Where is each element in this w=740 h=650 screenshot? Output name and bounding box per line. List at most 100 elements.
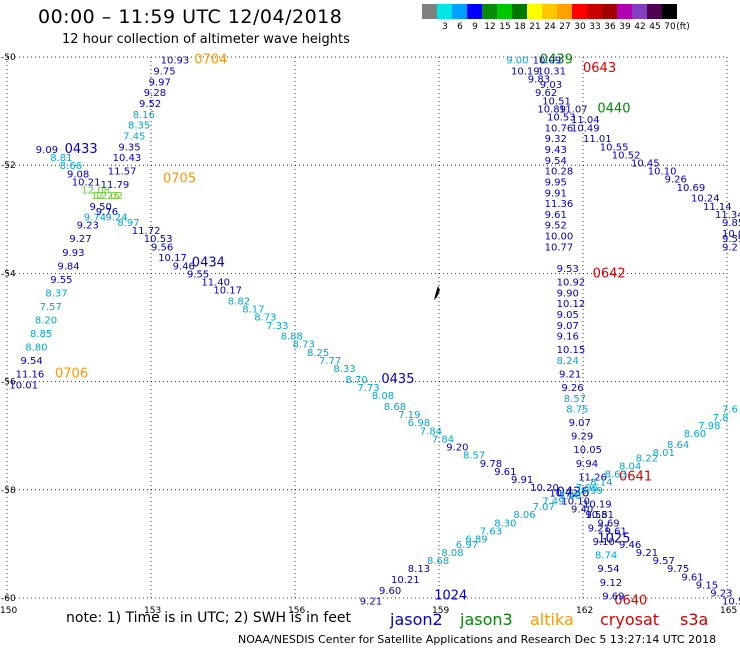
wave-height-value: 8.68 [427, 556, 449, 567]
wave-height-value: 10.10 [561, 497, 590, 508]
y-tick-label: -52 [1, 161, 16, 171]
wave-height-value: 6.97 [456, 540, 478, 551]
wave-height-value: 10.93 [161, 56, 190, 67]
map-subtitle: 12 hour collection of altimeter wave hei… [62, 32, 350, 47]
wave-height-value: 10.19 [583, 499, 612, 510]
wave-height-value: 9.74 [84, 213, 106, 224]
track-pass-label: 0433 [65, 142, 98, 157]
wave-height-value: 8.17 [242, 305, 264, 316]
wave-height-value: 9.55 [187, 269, 209, 280]
wave-height-value: 9.23 [77, 221, 99, 232]
wave-height-value: 9.62 [535, 88, 557, 99]
wave-height-value: 10.51 [542, 96, 571, 107]
wave-height-value: 8.99 [581, 486, 603, 497]
wave-height-value: 11.16 [16, 369, 45, 380]
track-pass-label: 0435 [381, 372, 414, 387]
wave-height-value: 9.95 [545, 177, 567, 188]
wave-height-value: 9.08 [67, 169, 89, 180]
wave-height-value: 9.54 [20, 356, 42, 367]
track-pass-label: 0704 [194, 53, 227, 68]
track-pass-label: 1024 [434, 588, 467, 603]
wave-height-value: 10.00 [545, 232, 574, 243]
colorbar-label: 18 [514, 22, 526, 32]
wave-height-value: 8.68 [384, 402, 406, 413]
colorbar-swatch [512, 4, 527, 19]
wave-height-value: 11.72 [132, 226, 161, 237]
wave-height-value: 10.5 [722, 597, 740, 608]
legend-altika: altika [530, 610, 574, 629]
wave-height-value: 9.27 [69, 234, 91, 245]
map-title: 00:00 – 11:59 UTC 12/04/2018 [38, 6, 343, 28]
wave-height-value: 12.25 [91, 191, 120, 202]
wave-height-value: 8.66 [60, 161, 82, 172]
island-marker [434, 286, 440, 300]
wave-height-value: 6.98 [408, 418, 430, 429]
wave-height-value: 8.70 [345, 375, 367, 386]
footer-credit: NOAA/NESDIS Center for Satellite Applica… [238, 633, 717, 646]
wave-height-value: 8.60 [684, 429, 706, 440]
wave-height-value: 7.77 [319, 356, 341, 367]
wave-height-value: 9.53 [557, 264, 579, 275]
wave-height-value: 8.06 [513, 510, 535, 521]
wave-height-value: 8.81 [50, 153, 72, 164]
wave-height-value: 9.29 [571, 432, 593, 443]
colorbar-swatch [437, 4, 452, 19]
wave-height-value: 8.20 [35, 315, 57, 326]
wave-height-value: 9.61 [494, 467, 516, 478]
colorbar-swatch [452, 4, 467, 19]
colorbar-label: 45 [649, 22, 661, 32]
wave-height-value: 8.57 [463, 451, 485, 462]
wave-height-value: 11.14 [703, 202, 732, 213]
x-tick-label: 162 [576, 606, 593, 616]
wave-height-value: 9.07 [557, 321, 579, 332]
track-pass-label: 0640 [614, 594, 647, 609]
wave-height-value: 8.74 [595, 551, 617, 562]
wave-height-value: 7.33 [266, 321, 288, 332]
wave-height-value: 10.09 [533, 56, 562, 67]
map-grid [6, 56, 728, 599]
wave-height-value: 11.57 [108, 167, 137, 178]
wave-height-value: 8.64 [667, 440, 689, 451]
wave-height-value: 6.89 [465, 534, 487, 545]
wave-height-value: 10.10 [648, 167, 677, 178]
track-pass-label: 0440 [597, 101, 630, 116]
y-tick-label: -56 [1, 378, 16, 388]
wave-height-value: 8.35 [128, 121, 150, 132]
wave-height-value: 9.28 [144, 88, 166, 99]
colorbar-label: 12 [484, 22, 496, 32]
colorbar-label: 9 [472, 22, 478, 32]
wave-height-value: 10.17 [158, 253, 187, 264]
wave-height-value: 11.04 [571, 115, 600, 126]
wave-height-value: 9.05 [557, 310, 579, 321]
colorbar-label: 24 [544, 22, 556, 32]
wave-height-value: 7.84 [432, 434, 454, 445]
wave-height-value: 9.43 [545, 145, 567, 156]
wave-height-value: 9.24 [105, 213, 127, 224]
wave-height-value: 9.21 [559, 369, 581, 380]
wave-height-value: 8.73 [254, 313, 276, 324]
wave-height-value: 9.78 [480, 459, 502, 470]
track-pass-label: 0643 [583, 61, 616, 76]
wave-height-value: 9.91 [545, 188, 567, 199]
wave-height-value: 9.07 [569, 418, 591, 429]
wave-height-value: 12.02 [94, 191, 123, 202]
wave-height-value: 9.55 [50, 275, 72, 286]
wave-height-value: 10.53 [144, 234, 173, 245]
wave-height-value: 9.46 [619, 540, 641, 551]
wave-height-value: 9.32 [545, 134, 567, 145]
wave-height-value: 10.53 [547, 113, 576, 124]
wave-height-value: 11.34 [715, 210, 740, 221]
colorbar-label: 36 [604, 22, 616, 32]
wave-height-value: 9.15 [696, 580, 718, 591]
wave-height-value: 8.57 [564, 394, 586, 405]
wave-height-value: 9.94 [576, 459, 598, 470]
wave-height-value: 8.13 [408, 564, 430, 575]
colorbar-label: 15 [499, 22, 511, 32]
wave-height-value: 9.26 [561, 383, 583, 394]
x-tick-label: 150 [0, 606, 17, 616]
wave-height-value: 10.20 [530, 483, 559, 494]
y-tick-label: -60 [1, 594, 16, 604]
wave-height-value: 7.07 [533, 502, 555, 513]
y-tick-label: -54 [1, 269, 16, 279]
